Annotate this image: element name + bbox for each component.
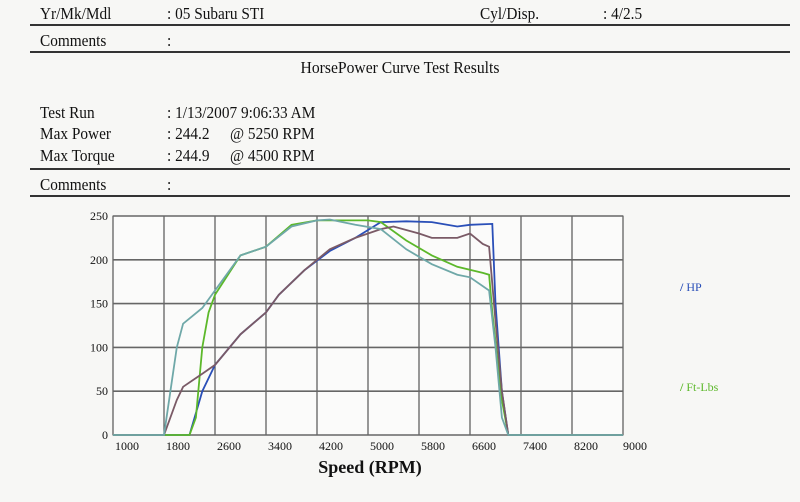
max-power-rpm: @ 5250 RPM: [230, 124, 315, 143]
series-line-ft-lbs: [113, 219, 623, 436]
y-tick-label: 100: [90, 340, 108, 354]
x-tick-label: 2600: [217, 439, 241, 453]
x-tick-label: 5000: [370, 439, 394, 453]
divider: [30, 195, 790, 197]
legend-label: HP: [686, 280, 702, 294]
max-power-label: Max Power: [40, 124, 111, 143]
legend-label: Ft-Lbs: [686, 380, 719, 394]
divider: [30, 24, 790, 26]
x-tick-label: 8200: [574, 439, 598, 453]
x-tick-label: 4200: [319, 439, 343, 453]
comments-value: :: [167, 175, 172, 194]
cyl-label: Cyl/Disp.: [480, 4, 540, 23]
comments-label: Comments: [40, 31, 107, 50]
x-tick-label: 1800: [166, 439, 190, 453]
test-run-label: Test Run: [40, 103, 95, 122]
x-tick-label: 7400: [523, 439, 547, 453]
max-torque-value: : 244.9: [167, 146, 210, 165]
model-label: Yr/Mk/Mdl: [40, 4, 112, 23]
comments-label: Comments: [40, 175, 107, 194]
legend-item-hp: / HP: [680, 280, 702, 295]
x-tick-label: 5800: [421, 439, 445, 453]
series-line-run-3: [113, 225, 623, 436]
divider: [30, 168, 790, 170]
legend-line-icon: /: [680, 280, 684, 294]
y-tick-label: 150: [90, 297, 108, 311]
x-tick-label: 3400: [268, 439, 292, 453]
series-line-run-4: [113, 218, 623, 436]
y-tick-label: 0: [102, 428, 108, 442]
x-tick-label: 1000: [115, 439, 139, 453]
max-torque-rpm: @ 4500 RPM: [230, 146, 315, 165]
y-tick-label: 200: [90, 253, 108, 267]
x-tick-label: 6600: [472, 439, 496, 453]
max-torque-label: Max Torque: [40, 146, 115, 165]
max-power-value: : 244.2: [167, 124, 210, 143]
legend-item-ft-lbs: / Ft-Lbs: [680, 380, 718, 395]
comments-value: :: [167, 31, 172, 50]
test-run-value: : 1/13/2007 9:06:33 AM: [167, 103, 316, 122]
report-title: HorsePower Curve Test Results: [300, 58, 500, 77]
x-axis-label: Speed (RPM): [318, 457, 421, 478]
y-tick-label: 50: [96, 384, 108, 398]
cyl-value: : 4/2.5: [603, 4, 643, 23]
x-tick-label: 9000: [623, 439, 647, 453]
model-value: : 05 Subaru STI: [167, 4, 265, 23]
legend-line-icon: /: [680, 380, 684, 394]
divider: [30, 51, 790, 53]
y-tick-label: 250: [90, 209, 108, 223]
